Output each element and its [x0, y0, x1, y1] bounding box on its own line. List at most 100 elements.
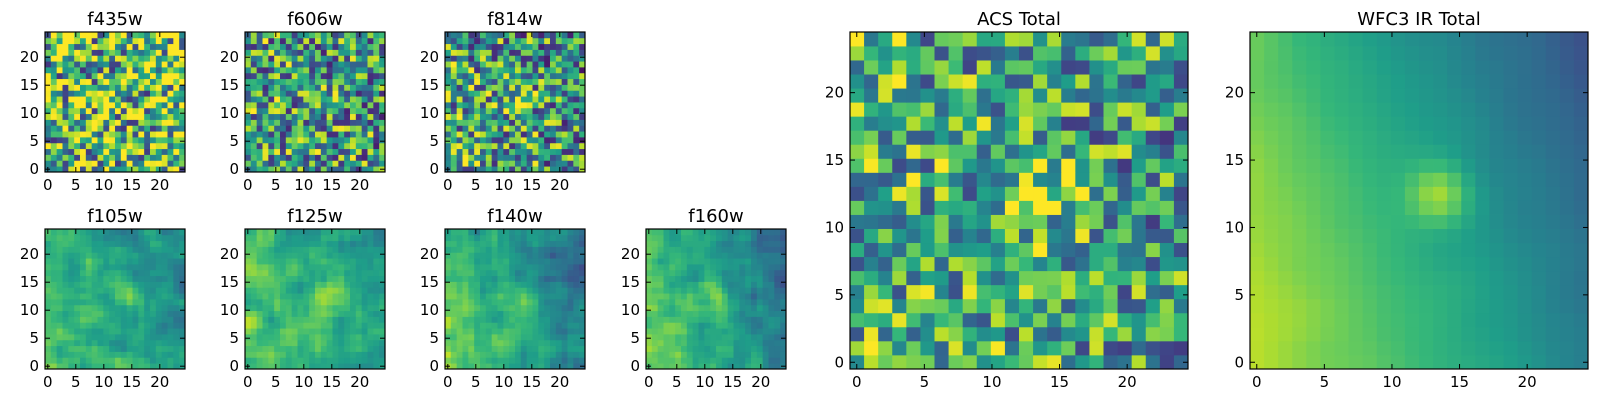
- heatmap-cell: [250, 246, 258, 253]
- heatmap-cell: [646, 275, 653, 282]
- heatmap-cell: [1117, 116, 1133, 131]
- heatmap-cell: [245, 316, 252, 323]
- axes-frame: [244, 31, 386, 173]
- heatmap-cell: [303, 78, 310, 85]
- heatmap-cell: [485, 328, 493, 335]
- heatmap-cell: [126, 142, 133, 150]
- heatmap-cell: [456, 322, 463, 329]
- heatmap-cell: [320, 293, 328, 300]
- heatmap-cell: [520, 37, 528, 45]
- heatmap-cell: [456, 334, 463, 341]
- heatmap-cell: [338, 84, 345, 91]
- heatmap-cell: [138, 148, 145, 155]
- heatmap-cell: [45, 160, 52, 167]
- heatmap-cell: [716, 328, 723, 335]
- heatmap-cell: [291, 125, 298, 132]
- heatmap-cell: [573, 322, 580, 329]
- heatmap-cell: [326, 148, 333, 155]
- heatmap-cell: [109, 90, 116, 97]
- heatmap-cell: [155, 148, 163, 155]
- heatmap-cell: [462, 293, 469, 300]
- heatmap-cell: [651, 299, 659, 306]
- heatmap-cell: [150, 107, 157, 115]
- heatmap-cell: [573, 166, 580, 173]
- heatmap-cell: [367, 339, 374, 347]
- heatmap-cell: [892, 46, 907, 61]
- heatmap-cell: [733, 345, 740, 352]
- heatmap-cell: [103, 84, 110, 91]
- heatmap-cell: [745, 240, 752, 247]
- heatmap-cell: [262, 113, 269, 120]
- heatmap-cell: [878, 256, 893, 272]
- heatmap-cell: [526, 310, 533, 317]
- heatmap-cell: [526, 246, 533, 253]
- heatmap-cell: [1004, 326, 1020, 342]
- heatmap-cell: [74, 160, 81, 167]
- heatmap-cell: [91, 142, 98, 150]
- heatmap-cell: [686, 287, 694, 294]
- heatmap-cell: [1033, 340, 1048, 356]
- heatmap-cell: [126, 351, 133, 358]
- heatmap-cell: [456, 293, 463, 300]
- heatmap-cell: [256, 351, 263, 358]
- heatmap-cell: [503, 293, 510, 300]
- heatmap-cell: [97, 234, 104, 242]
- heatmap-cell: [1278, 354, 1293, 370]
- heatmap-cell: [350, 125, 357, 132]
- heatmap-cell: [303, 90, 310, 97]
- heatmap-cell: [303, 246, 310, 253]
- heatmap-cell: [132, 154, 139, 161]
- heatmap-cell: [280, 61, 287, 68]
- heatmap-cell: [85, 269, 93, 277]
- heatmap-cell: [361, 154, 368, 161]
- heatmap-cell: [727, 328, 734, 335]
- heatmap-cell: [450, 322, 458, 329]
- heatmap-cell: [155, 131, 163, 138]
- heatmap-cell: [56, 269, 63, 277]
- heatmap-cell: [1419, 298, 1434, 314]
- heatmap-cell: [526, 304, 533, 312]
- heatmap-cell: [550, 148, 557, 155]
- heatmap-cell: [326, 96, 333, 103]
- heatmap-cell: [126, 166, 133, 173]
- heatmap-cell: [497, 304, 504, 312]
- heatmap-cell: [1250, 326, 1265, 342]
- heatmap-cell: [462, 304, 469, 312]
- heatmap-cell: [544, 148, 551, 155]
- heatmap-cell: [515, 310, 522, 317]
- heatmap-cell: [309, 334, 316, 341]
- heatmap-cell: [751, 264, 758, 271]
- heatmap-cell: [91, 55, 98, 62]
- heatmap-cell: [550, 345, 557, 352]
- heatmap-cell: [509, 287, 516, 294]
- heatmap-cell: [132, 229, 139, 236]
- heatmap-cell: [274, 264, 281, 271]
- heatmap-cell: [97, 90, 104, 97]
- heatmap-cell: [555, 322, 563, 329]
- heatmap-cell: [675, 281, 682, 288]
- heatmap-cell: [651, 246, 659, 253]
- heatmap-cell: [68, 240, 75, 247]
- heatmap-cell: [262, 154, 269, 161]
- heatmap-cell: [303, 107, 310, 115]
- heatmap-cell: [62, 119, 69, 126]
- heatmap-cell: [315, 310, 322, 317]
- heatmap-cell: [445, 102, 452, 109]
- heatmap-cell: [474, 142, 481, 150]
- heatmap-cell: [579, 55, 586, 62]
- heatmap-cell: [646, 264, 653, 271]
- heatmap-cell: [497, 90, 504, 97]
- heatmap-cell: [68, 131, 75, 138]
- heatmap-cell: [657, 275, 664, 282]
- heatmap-cell: [320, 102, 328, 109]
- heatmap-cell: [1447, 312, 1462, 328]
- heatmap-cell: [509, 264, 516, 271]
- heatmap-cell: [132, 310, 139, 317]
- heatmap-cell: [1362, 326, 1378, 342]
- heatmap-cell: [1159, 298, 1175, 314]
- heatmap-cell: [1559, 326, 1575, 342]
- heatmap-cell: [1117, 200, 1133, 215]
- heatmap-cell: [62, 328, 69, 335]
- heatmap-cell: [138, 78, 145, 85]
- heatmap-cell: [462, 310, 469, 317]
